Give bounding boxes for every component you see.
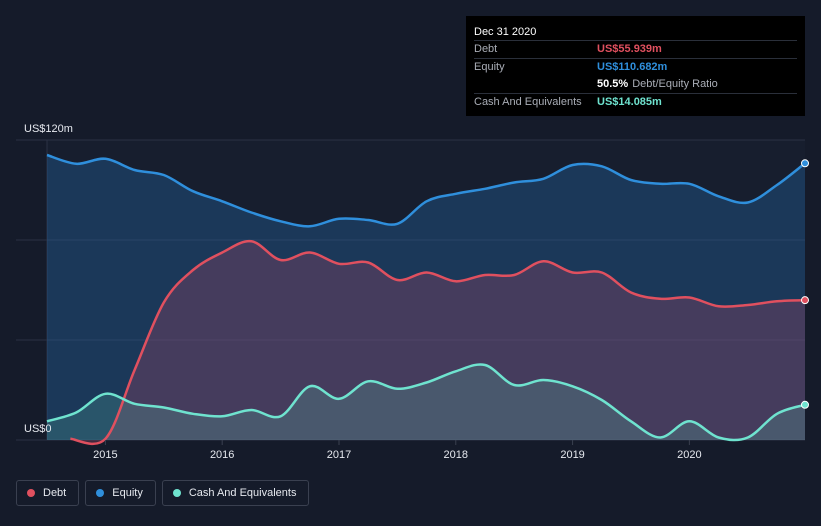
chart-lines [46,153,806,446]
end-marker-debt [801,296,809,305]
chart-legend: Debt Equity Cash And Equivalents [16,480,310,506]
chart-areas [47,155,806,444]
end-marker-equity [801,159,809,168]
legend-item-debt[interactable]: Debt [16,480,80,506]
x-tick-label-2019: 2019 [560,449,584,461]
end-marker-cash-and-equivalents [801,400,809,409]
x-axis-ticks: 2015 2016 2017 2018 2019 2020 [93,440,702,461]
tooltip-ratio-row: 50.5% Debt/Equity Ratio [474,76,797,93]
line-debt [70,239,806,446]
area-debt [70,241,806,444]
x-tick-label-2015: 2015 [93,449,117,461]
tooltip-cash-row: Cash And Equivalents US$14.085m [474,93,797,111]
tooltip-date: Dec 31 2020 [474,26,537,38]
y-axis-top-label: US$120m [24,123,73,135]
chart-end-markers [801,159,809,409]
legend-dot-debt-icon [27,489,35,497]
x-tick-label-2016: 2016 [210,449,234,461]
tooltip-ratio-value: 50.5% [597,78,629,90]
tooltip-ratio-spacer [474,76,597,93]
tooltip-ratio-label: Debt/Equity Ratio [632,78,718,90]
area-cash-and-equivalents [47,364,805,441]
tooltip-debt-row: Debt US$55.939m [474,40,797,58]
tooltip-debt-value: US$55.939m [597,43,662,55]
x-tick-label-2018: 2018 [444,449,468,461]
x-tick-label-2020: 2020 [677,449,701,461]
tooltip-debt-label: Debt [474,43,498,55]
hover-tooltip: Dec 31 2020 Debt US$55.939m Equity US$11… [466,16,805,116]
tooltip-equity-value: US$110.682m [597,61,668,73]
legend-dot-equity-icon [96,489,105,497]
x-tick-label-2017: 2017 [327,449,351,461]
legend-label-cash: Cash And Equivalents [188,487,297,499]
line-equity [46,153,806,228]
legend-label-equity: Equity [112,487,143,499]
tooltip-equity-row: Equity US$110.682m [474,58,797,76]
legend-item-cash[interactable]: Cash And Equivalents [161,480,310,506]
tooltip-cash-label: Cash And Equivalents [474,96,582,108]
line-cash-and-equivalents [46,363,806,442]
y-axis-bottom-label: US$0 [24,423,52,435]
tooltip-equity-label: Equity [474,61,505,73]
legend-label-debt: Debt [43,487,67,499]
legend-item-equity[interactable]: Equity [85,480,156,506]
legend-dot-cash-icon [172,489,181,497]
area-equity [47,155,805,440]
tooltip-cash-value: US$14.085m [597,96,662,108]
